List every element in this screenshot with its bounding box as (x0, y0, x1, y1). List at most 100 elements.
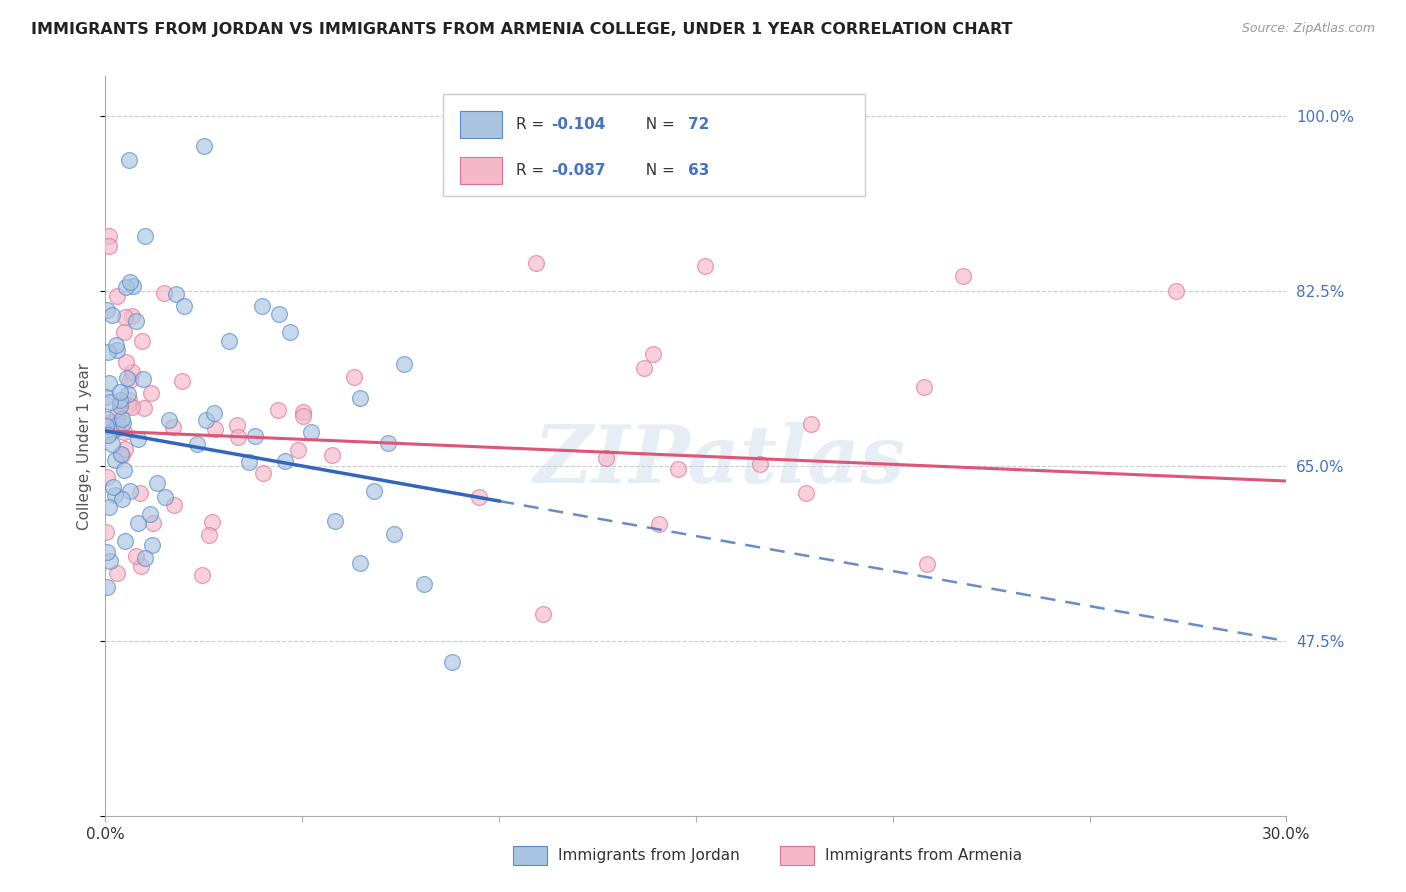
Point (141, 538, 163, 552)
Point (108, 399, 131, 413)
Point (98, 228, 121, 243)
Point (104, 338, 127, 352)
Text: Immigrants from Jordan: Immigrants from Jordan (558, 848, 740, 863)
Point (97, 238, 120, 252)
Point (101, 416, 124, 430)
Point (98, 376, 121, 390)
Point (165, 287, 187, 301)
Point (110, 448, 132, 462)
Point (163, 499, 186, 513)
Point (915, 557, 938, 571)
Point (129, 486, 152, 500)
Point (349, 392, 371, 406)
Point (531, 607, 554, 621)
Point (107, 409, 129, 423)
Point (595, 450, 617, 465)
Point (112, 425, 135, 439)
Point (117, 371, 139, 385)
Point (105, 343, 128, 357)
Point (226, 429, 249, 443)
Point (101, 479, 124, 493)
Point (111, 411, 134, 425)
Point (748, 457, 770, 471)
Point (121, 309, 143, 323)
Point (110, 447, 132, 461)
Point (952, 269, 974, 284)
Point (173, 299, 195, 313)
Point (648, 516, 671, 531)
Point (96, 419, 118, 434)
Point (112, 463, 135, 477)
Point (162, 419, 184, 434)
Point (238, 455, 260, 469)
Point (97, 428, 120, 442)
Text: 72: 72 (688, 117, 709, 132)
Point (139, 385, 162, 400)
Point (278, 325, 301, 339)
Point (292, 409, 315, 424)
Point (204, 422, 226, 436)
Point (267, 307, 290, 321)
Point (105, 289, 128, 303)
Point (186, 436, 208, 450)
Point (97, 416, 120, 430)
Point (111, 416, 134, 430)
Point (643, 346, 665, 360)
Point (157, 412, 180, 426)
Point (273, 454, 295, 468)
Text: 63: 63 (688, 163, 709, 178)
Point (127, 432, 149, 446)
Point (413, 577, 436, 591)
Text: -0.087: -0.087 (551, 163, 606, 178)
Point (96, 302, 118, 317)
Point (633, 360, 655, 375)
Point (153, 285, 176, 300)
Point (912, 379, 935, 393)
Point (226, 418, 249, 433)
Point (108, 393, 131, 408)
Point (198, 528, 221, 542)
Point (524, 255, 547, 269)
Point (101, 436, 124, 450)
Point (134, 228, 156, 243)
Point (96, 412, 118, 426)
Text: Source: ZipAtlas.com: Source: ZipAtlas.com (1241, 22, 1375, 36)
Text: Immigrants from Armenia: Immigrants from Armenia (825, 848, 1022, 863)
Point (98, 500, 121, 515)
Point (118, 153, 141, 168)
Point (98, 554, 121, 568)
Point (468, 490, 491, 504)
Point (121, 400, 143, 414)
Point (108, 384, 131, 399)
Point (794, 486, 817, 500)
Point (292, 405, 315, 419)
Text: R =: R = (516, 163, 550, 178)
Point (125, 549, 148, 563)
Point (134, 551, 156, 566)
Point (202, 406, 225, 420)
Point (118, 392, 141, 407)
Point (299, 425, 322, 440)
Point (100, 308, 122, 322)
Point (132, 401, 155, 415)
Point (118, 484, 141, 499)
Text: ZIPatlas: ZIPatlas (533, 422, 905, 500)
Point (96, 545, 118, 559)
Point (103, 452, 125, 467)
Point (100, 425, 122, 439)
Point (201, 515, 224, 529)
Point (114, 534, 136, 549)
Point (122, 279, 145, 293)
Point (105, 566, 128, 580)
Point (382, 527, 405, 541)
Point (266, 403, 288, 417)
Point (343, 370, 366, 384)
Point (127, 516, 149, 530)
Point (245, 429, 267, 443)
Point (111, 491, 134, 506)
Point (1166, 284, 1188, 298)
Y-axis label: College, Under 1 year: College, Under 1 year (77, 362, 93, 530)
Point (323, 514, 346, 528)
Text: -0.104: -0.104 (551, 117, 606, 132)
Point (107, 415, 129, 429)
